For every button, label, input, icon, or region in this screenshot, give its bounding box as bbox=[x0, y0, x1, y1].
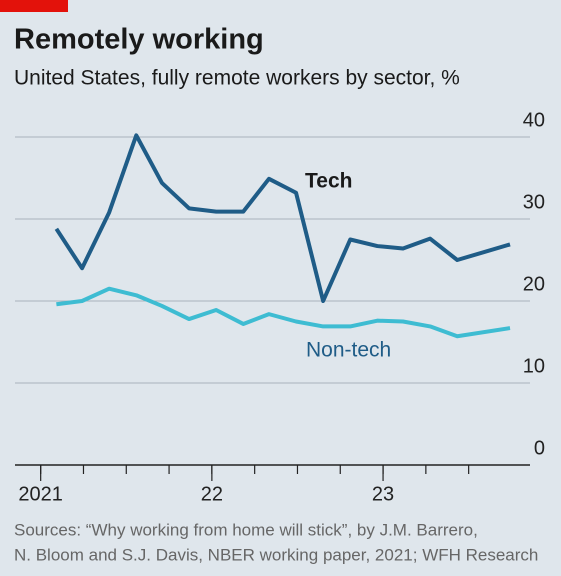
brand-tag bbox=[0, 0, 68, 12]
source: N. Bloom and S.J. Davis, NBER working pa… bbox=[14, 545, 538, 564]
x-tick-label: 2021 bbox=[18, 483, 63, 505]
line bbox=[56, 286, 511, 339]
series-label: Tech bbox=[305, 170, 352, 193]
y-tick-label: 0 bbox=[534, 437, 545, 459]
y-tick-label: 20 bbox=[523, 273, 545, 295]
series-label: Non-tech bbox=[306, 339, 391, 362]
source: Sources: “Why working from home will sti… bbox=[14, 520, 478, 539]
x-tick-label: 22 bbox=[201, 483, 223, 505]
y-tick-label: 40 bbox=[523, 109, 545, 131]
x-tick-label: 23 bbox=[372, 483, 394, 505]
line bbox=[54, 133, 511, 303]
y-tick-label: 10 bbox=[523, 355, 545, 377]
chart-subtitle: United States, fully remote workers by s… bbox=[14, 67, 460, 90]
y-tick-label: 30 bbox=[523, 191, 545, 213]
chart-title: Remotely working bbox=[14, 24, 264, 56]
